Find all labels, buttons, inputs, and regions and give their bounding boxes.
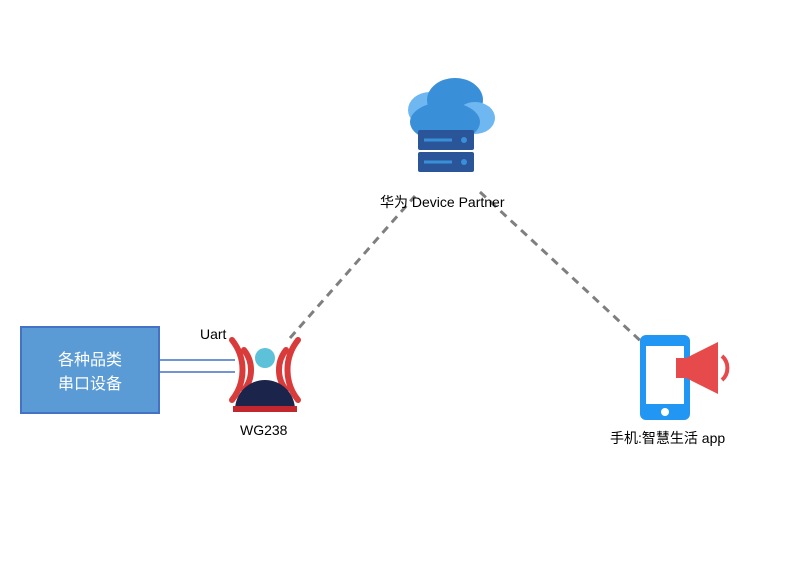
wg238-icon <box>232 340 298 412</box>
cloud-server-icon <box>408 78 495 172</box>
phone-label: 手机:智慧生活 app <box>610 428 725 448</box>
diagram-canvas <box>0 0 800 570</box>
serial-device-box: 各种品类 串口设备 <box>20 326 160 414</box>
cloud-label: 华为 Device Partner <box>380 192 504 212</box>
serial-box-line1: 各种品类 <box>58 346 122 370</box>
serial-box-line2: 串口设备 <box>58 370 122 394</box>
link-cloud-phone <box>480 192 646 346</box>
link-wg238-cloud <box>290 196 415 338</box>
wg238-label: WG238 <box>240 422 287 438</box>
uart-label: Uart <box>200 326 226 342</box>
phone-icon <box>640 335 727 420</box>
